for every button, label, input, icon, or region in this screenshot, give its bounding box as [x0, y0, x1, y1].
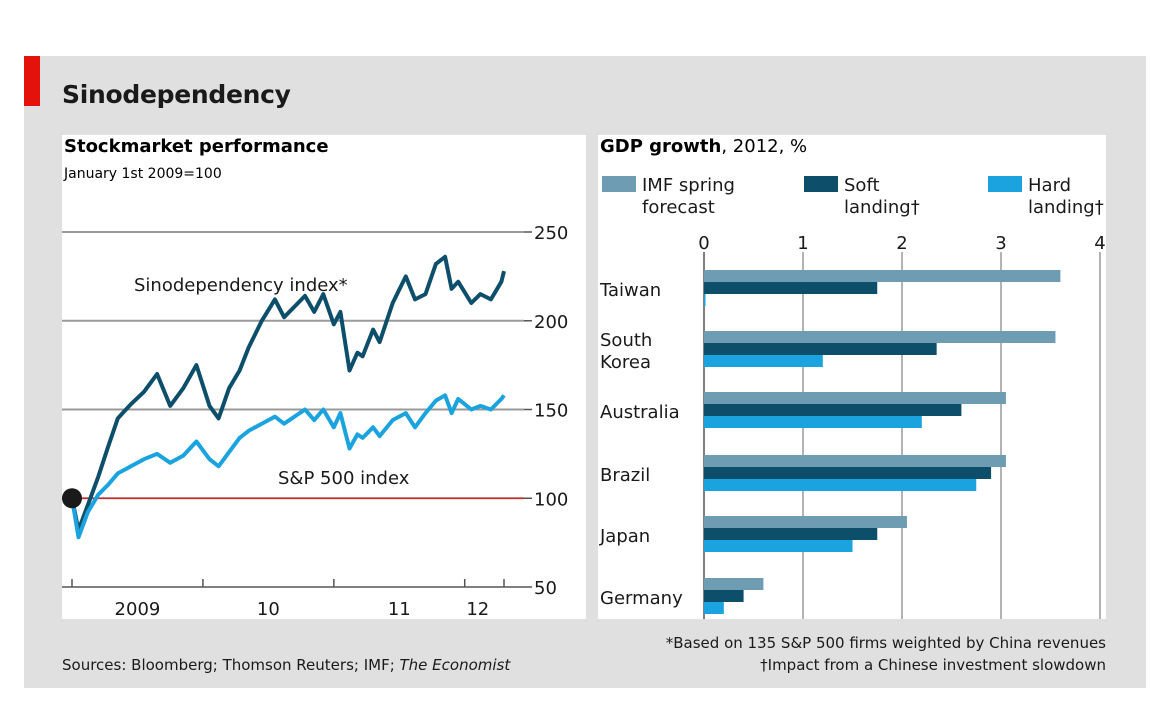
sources-prefix: Sources: Bloomberg; Thomson Reuters; IMF…: [62, 656, 400, 674]
x-tick-label: 4: [1094, 233, 1105, 254]
hard-landing-bar: [704, 294, 706, 306]
red-tag: [24, 56, 40, 106]
soft-landing-bar: [704, 282, 878, 294]
hard-landing-bar: [704, 355, 823, 367]
gdp-panel: GDP growth, 2012, % IMF spring forecast Sof…: [598, 135, 1106, 619]
category-label: Germany: [600, 588, 683, 609]
imf-bar: [704, 392, 1006, 404]
stock-chart-title: Stockmarket performance: [64, 136, 329, 157]
x-tick-label: 1: [797, 233, 808, 254]
category-label: Taiwan: [599, 280, 661, 301]
sinodependency-line: [70, 254, 506, 533]
hard-landing-bar: [704, 479, 977, 491]
hard-landing-bar: [704, 416, 922, 428]
imf-bar: [704, 578, 764, 590]
sp500-line: [70, 393, 506, 540]
legend-label: landing†: [1028, 197, 1104, 218]
imf-bar: [704, 455, 1006, 467]
footnote-2: †Impact from a Chinese investment slowdo…: [760, 656, 1106, 674]
y-tick-label: 150: [534, 401, 568, 422]
soft-landing-bar: [704, 343, 937, 355]
footnote-1: *Based on 135 S&P 500 firms weighted by …: [665, 634, 1106, 652]
legend-swatch: [602, 176, 636, 192]
x-tick-label: 2: [896, 233, 907, 254]
soft-landing-bar: [704, 590, 744, 602]
category-label: South: [600, 330, 652, 351]
imf-bar: [704, 516, 907, 528]
imf-bar: [704, 331, 1056, 343]
legend-label: Hard: [1028, 175, 1071, 196]
sources-italic: The Economist: [399, 656, 511, 674]
soft-landing-bar: [704, 467, 992, 479]
legend-label: IMF spring: [642, 175, 735, 196]
x-tick-label: 12: [466, 599, 489, 620]
sources-note: Sources: Bloomberg; Thomson Reuters; IMF…: [62, 656, 510, 674]
legend-swatch: [804, 176, 838, 192]
soft-landing-bar: [704, 404, 962, 416]
sp500-annotation: S&P 500 index: [278, 468, 410, 489]
legend-label: forecast: [642, 197, 715, 218]
soft-landing-bar: [704, 528, 878, 540]
gdp-chart-title: GDP growth, 2012, %: [600, 136, 807, 157]
y-tick-label: 100: [534, 489, 568, 510]
x-tick-label: 2009: [115, 599, 161, 620]
stock-chart-subtitle: January 1st 2009=100: [63, 166, 222, 182]
category-label: Australia: [600, 402, 680, 423]
legend-label: Soft: [844, 175, 880, 196]
y-tick-label: 200: [534, 312, 568, 333]
category-label: Korea: [600, 352, 651, 373]
y-tick-label: 250: [534, 223, 568, 244]
imf-bar: [704, 270, 1061, 282]
stockmarket-chart: Stockmarket performance January 1st 2009=…: [62, 136, 568, 620]
x-tick-label: 11: [388, 599, 411, 620]
x-tick-label: 0: [698, 233, 709, 254]
x-tick-label: 3: [995, 233, 1006, 254]
category-label: Japan: [599, 526, 650, 547]
y-tick-label: 50: [534, 578, 557, 599]
hard-landing-bar: [704, 602, 724, 614]
sinodependency-annotation: Sinodependency index*: [134, 275, 348, 296]
main-title: Sinodependency: [62, 80, 291, 109]
legend-swatch: [988, 176, 1022, 192]
stockmarket-panel: Stockmarket performance January 1st 2009=…: [62, 135, 586, 620]
hard-landing-bar: [704, 540, 853, 552]
legend-label: landing†: [844, 197, 920, 218]
category-label: Brazil: [600, 465, 650, 486]
x-tick-label: 10: [257, 599, 280, 620]
start-marker: [62, 488, 82, 509]
